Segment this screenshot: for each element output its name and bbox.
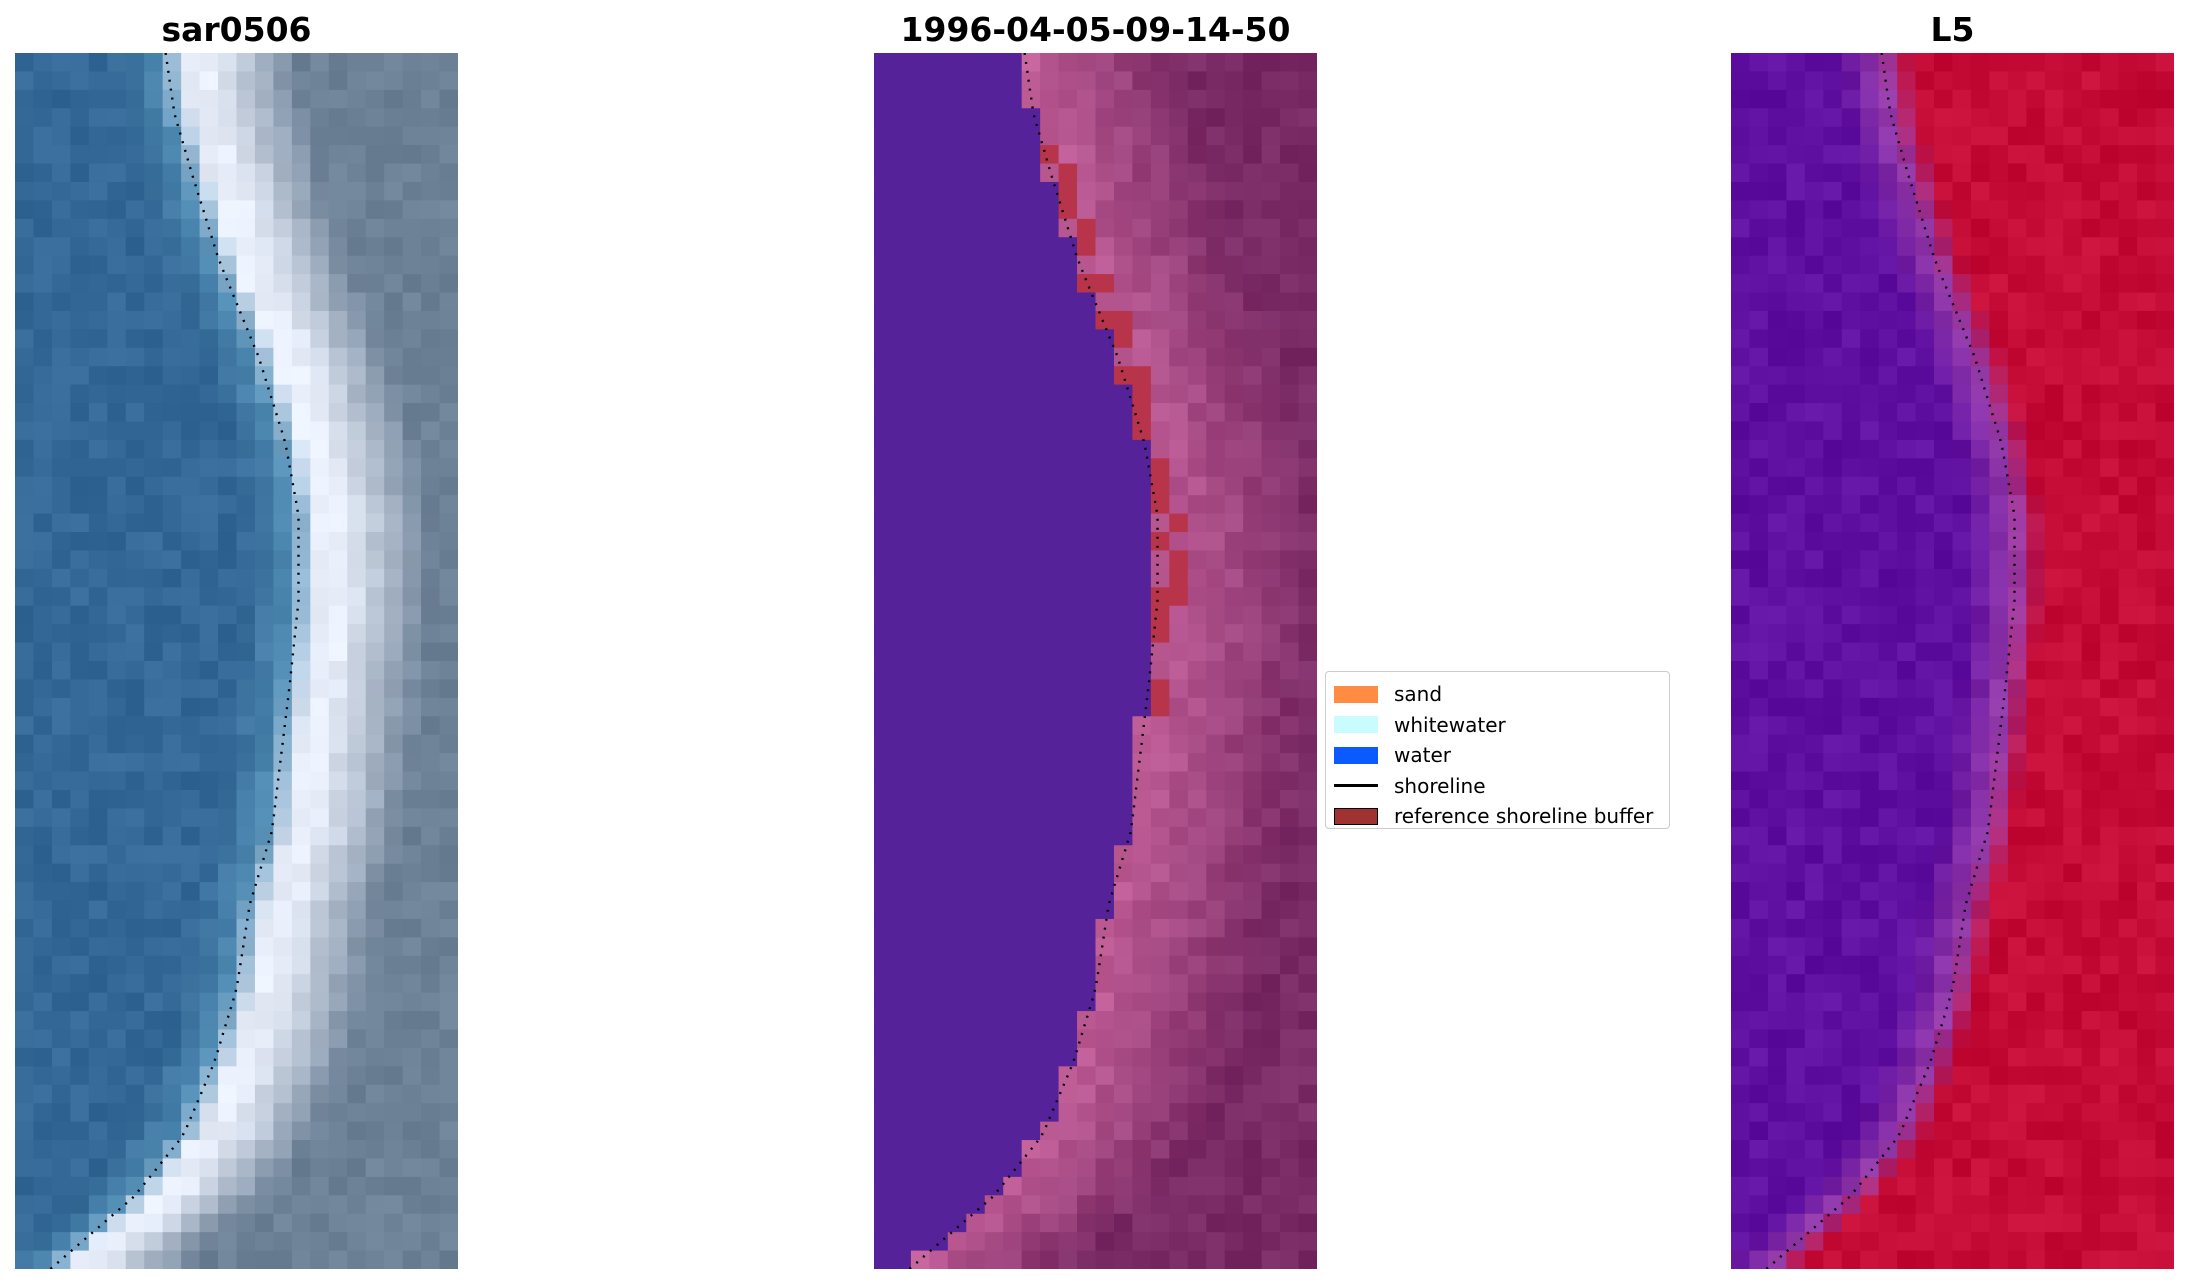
legend-label-shoreline: shoreline bbox=[1394, 773, 1486, 798]
pixel-grid bbox=[1731, 53, 2174, 1269]
legend: sand whitewater water shoreline referenc… bbox=[1325, 671, 1670, 829]
legend-label-whitewater: whitewater bbox=[1394, 712, 1506, 737]
classified-image bbox=[874, 53, 1317, 1269]
whitewater-swatch bbox=[1334, 716, 1378, 734]
legend-label-sand: sand bbox=[1394, 682, 1443, 707]
sand-swatch bbox=[1334, 685, 1378, 703]
legend-item-buffer: reference shoreline buffer bbox=[1334, 801, 1661, 832]
legend-item-water: water bbox=[1334, 740, 1661, 771]
shoreline-line-sample bbox=[1334, 784, 1378, 788]
index-image bbox=[1731, 53, 2174, 1269]
rgb-image-panel bbox=[15, 53, 458, 1269]
pixel-grid bbox=[15, 53, 458, 1269]
legend-label-buffer: reference shoreline buffer bbox=[1394, 804, 1654, 829]
legend-item-whitewater: whitewater bbox=[1334, 710, 1661, 741]
pixel-grid bbox=[874, 53, 1317, 1269]
legend-item-shoreline: shoreline bbox=[1334, 771, 1661, 802]
rgb-image bbox=[15, 53, 458, 1269]
legend-item-sand: sand bbox=[1334, 679, 1661, 710]
classified-image-panel bbox=[874, 53, 1317, 1269]
panel-title-rgb: sar0506 bbox=[161, 10, 312, 49]
panel-title-date: 1996-04-05-09-14-50 bbox=[900, 10, 1291, 49]
index-image-panel bbox=[1731, 53, 2174, 1269]
panel-title-sensor: L5 bbox=[1930, 10, 1975, 49]
water-swatch bbox=[1334, 746, 1378, 764]
legend-label-water: water bbox=[1394, 743, 1451, 768]
buffer-swatch bbox=[1334, 807, 1378, 825]
